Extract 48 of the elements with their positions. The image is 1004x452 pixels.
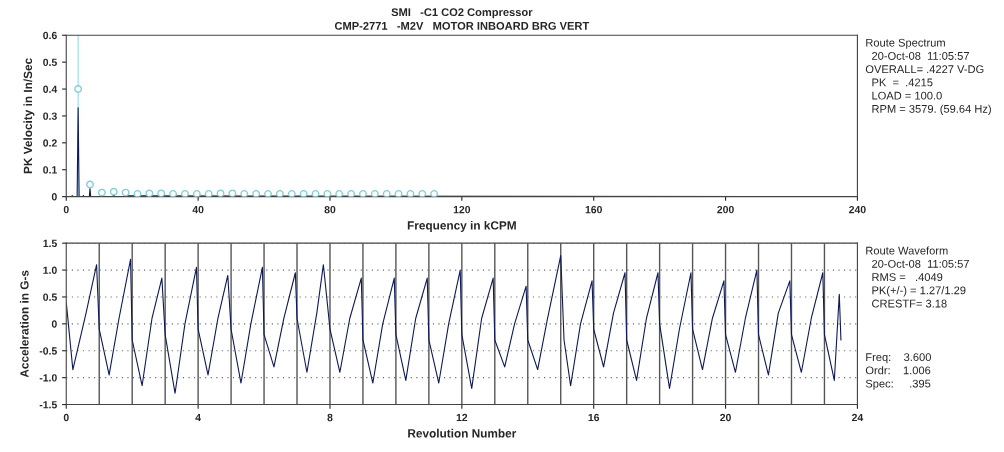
- y-axis-title: Acceleration in G-s: [19, 270, 29, 378]
- x-tick-label: 20: [720, 413, 731, 422]
- y-tick-label: 1.5: [43, 239, 57, 248]
- x-tick-label: 12: [456, 413, 468, 422]
- text: 20-Oct-08 11:05:57: [872, 259, 969, 268]
- y-tick-label: 0: [51, 320, 57, 328]
- y-axis-title: PK Velocity in In/Sec: [23, 58, 35, 174]
- y-tick-label: -0.5: [39, 347, 57, 355]
- x-tick-label: 8: [327, 413, 333, 422]
- y-tick-label: -1.0: [39, 374, 57, 382]
- x-tick-label: 40: [192, 205, 204, 214]
- text: Spec: .395: [865, 379, 931, 390]
- x-tick-label: 120: [453, 205, 471, 214]
- x-tick-label: 160: [585, 205, 602, 214]
- text: RMS = .4049: [872, 273, 943, 282]
- y-tick-label: 0.1: [43, 166, 57, 174]
- text: 20-Oct-08 11:05:57: [872, 52, 969, 60]
- y-tick-label: 0.2: [43, 139, 57, 147]
- x-tick-label: 80: [324, 205, 336, 214]
- y-tick-label: 0.4: [43, 85, 58, 93]
- y-tick-label: 0.6: [43, 31, 57, 40]
- y-tick-label: 0: [51, 193, 57, 201]
- y-tick-label: 1.0: [43, 266, 57, 274]
- text: OVERALL= .4227 V-DG: [865, 65, 984, 74]
- text: PK = .4215: [872, 78, 933, 87]
- x-tick-label: 24: [851, 413, 864, 422]
- x-tick-label: 240: [849, 205, 866, 214]
- x-axis-title: Frequency in kCPM: [407, 220, 516, 232]
- text: LOAD = 100.0: [872, 91, 942, 100]
- x-tick-label: 4: [195, 413, 201, 422]
- chart-title: SMI -C1 CO2 Compressor: [391, 8, 533, 19]
- x-tick-label: 16: [588, 413, 600, 422]
- x-tick-label: 0: [63, 205, 69, 214]
- x-axis-title: Revolution Number: [408, 428, 517, 438]
- text: Freq: 3.600: [866, 353, 931, 364]
- text: RPM = 3579. (59.64 Hz): [872, 104, 991, 115]
- text: Ordr: 1.006: [865, 366, 931, 375]
- chart-subtitle: CMP-2771 -M2V MOTOR INBOARD BRG VERT: [334, 21, 590, 30]
- text: Route Spectrum: [866, 38, 945, 49]
- text: CRESTF= 3.18: [872, 299, 947, 308]
- y-tick-label: 0.5: [43, 293, 57, 301]
- text: PK(+/-) = 1.27/1.29: [872, 286, 966, 297]
- x-tick-label: 0: [63, 413, 69, 422]
- y-tick-label: -1.5: [39, 401, 57, 409]
- x-tick-label: 200: [717, 205, 734, 214]
- y-tick-label: 0.5: [43, 58, 57, 67]
- text: Route Waveform: [866, 246, 948, 255]
- y-tick-label: 0.3: [43, 112, 57, 120]
